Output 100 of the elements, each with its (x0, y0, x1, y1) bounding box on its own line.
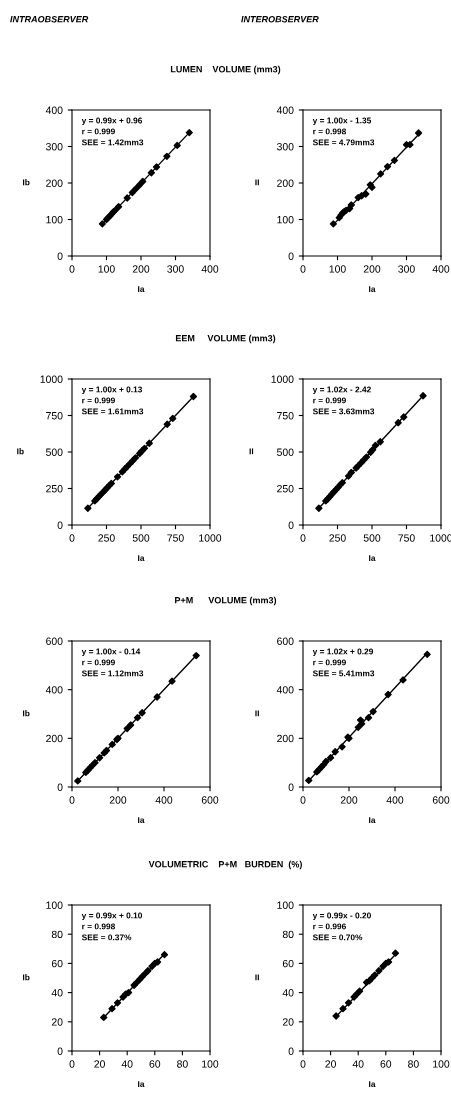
y-tick-label: 0 (288, 521, 294, 529)
chart-subtitle: EEM VOLUME (mm3) (175, 334, 276, 344)
y-tick-label: 500 (46, 448, 63, 456)
annotation: y = 0.99x + 0.10 (81, 912, 143, 921)
x-tick-label: 400 (432, 265, 450, 273)
y-tick-label: 60 (51, 959, 63, 968)
y-tick-label: 200 (277, 179, 294, 187)
x-tick-label: 400 (201, 265, 219, 273)
x-tick-label: 60 (380, 1060, 392, 1068)
y-tick-label: 500 (277, 448, 294, 456)
chart-subtitle: VOLUMETRIC P+M BURDEN (%) (148, 860, 302, 870)
x-tick-label: 0 (69, 265, 75, 273)
x-tick-label: 100 (202, 1060, 219, 1068)
chart-subtitle: P+M VOLUME (mm3) (175, 596, 277, 606)
annotation: y = 1.00x - 1.35 (312, 117, 372, 126)
annotation: r = 0.999 (82, 397, 115, 404)
y-tick-label: 400 (276, 686, 294, 694)
y-tick-label: 100 (46, 216, 63, 224)
x-tick-label: 750 (398, 534, 415, 542)
x-tick-label: 200 (132, 265, 150, 273)
annotation: r = 0.998 (82, 923, 115, 930)
x-tick-label: 0 (300, 796, 306, 804)
x-tick-label: 60 (149, 1060, 161, 1068)
x-tick-label: 0 (300, 1060, 306, 1068)
annotation: r = 0.996 (313, 923, 346, 930)
y-axis-title: II (249, 448, 254, 455)
x-tick-label: 0 (69, 534, 75, 542)
annotation: SEE = 4.79mm3 (312, 139, 375, 146)
y-tick-label: 0 (288, 783, 294, 791)
annotation: SEE = 1.42mm3 (81, 139, 144, 146)
y-tick-label: 20 (282, 1018, 294, 1026)
x-tick-label: 80 (177, 1060, 188, 1068)
x-tick-label: 0 (300, 534, 306, 542)
x-tick-label: 0 (69, 796, 75, 804)
annotation: y = 1.00x + 0.13 (81, 386, 143, 395)
annotation: SEE = 0.70% (312, 934, 363, 941)
annotation: SEE = 1.12mm3 (81, 670, 144, 677)
y-tick-label: 0 (288, 252, 294, 260)
annotation: r = 0.999 (82, 659, 115, 666)
x-tick-label: 300 (167, 265, 184, 273)
y-tick-label: 200 (46, 179, 63, 187)
y-tick-label: 1000 (40, 375, 63, 383)
y-tick-label: 80 (282, 930, 294, 939)
x-tick-label: 80 (408, 1060, 419, 1068)
y-tick-label: 40 (282, 989, 294, 997)
y-tick-label: 0 (57, 252, 63, 260)
x-tick-label: 200 (340, 796, 358, 804)
x-axis-title: Ia (369, 286, 376, 292)
y-tick-label: 750 (277, 412, 294, 420)
y-tick-label: 1000 (271, 375, 294, 383)
y-tick-label: 20 (51, 1018, 63, 1026)
y-tick-label: 0 (57, 783, 63, 791)
y-tick-label: 250 (46, 485, 63, 493)
y-axis-title: Ib (17, 448, 24, 455)
y-tick-label: 60 (282, 959, 294, 968)
y-axis-title: II (255, 179, 259, 186)
y-tick-label: 0 (57, 521, 63, 529)
annotation: r = 0.998 (313, 128, 346, 135)
annotation: y = 1.02x - 2.42 (312, 386, 371, 395)
x-tick-label: 250 (98, 534, 115, 542)
x-axis-title: Ia (138, 286, 145, 292)
annotation: y = 0.99x - 0.20 (312, 912, 371, 921)
x-tick-label: 600 (201, 796, 219, 804)
y-axis-title: II (255, 974, 259, 981)
annotation: SEE = 0.37% (81, 934, 132, 941)
chart-subtitle: LUMEN VOLUME (mm3) (170, 65, 281, 75)
y-tick-label: 200 (277, 734, 294, 743)
x-tick-label: 600 (432, 796, 450, 804)
x-tick-label: 20 (325, 1060, 336, 1068)
x-axis-title: Ia (138, 817, 145, 823)
y-tick-label: 400 (45, 686, 63, 694)
x-axis-title: Ia (138, 555, 145, 561)
x-tick-label: 400 (386, 796, 404, 804)
x-axis-title: Ia (369, 817, 376, 823)
x-tick-label: 200 (363, 265, 381, 273)
y-tick-label: 250 (277, 485, 294, 493)
y-tick-label: 400 (276, 106, 294, 114)
y-tick-label: 100 (277, 216, 294, 224)
y-tick-label: 600 (277, 637, 294, 645)
y-tick-label: 400 (45, 106, 63, 114)
x-tick-label: 500 (363, 534, 381, 542)
annotation: r = 0.999 (82, 128, 115, 135)
x-tick-label: 0 (300, 265, 306, 273)
y-tick-label: 0 (57, 1047, 63, 1055)
x-tick-label: 200 (109, 796, 127, 804)
x-tick-label: 40 (121, 1060, 133, 1068)
x-axis-title: Ia (138, 1081, 145, 1087)
y-tick-label: 600 (46, 637, 63, 645)
y-tick-label: 750 (46, 412, 63, 420)
x-axis-title: Ia (369, 555, 376, 561)
annotation: y = 0.99x + 0.96 (81, 117, 143, 126)
y-tick-label: 80 (51, 930, 63, 939)
y-tick-label: 300 (45, 143, 63, 151)
chart-title: INTRAOBSERVER (10, 16, 89, 23)
annotation: SEE = 5.41mm3 (312, 670, 375, 677)
y-axis-title: II (255, 710, 259, 717)
chart-title: INTEROBSERVER (241, 16, 319, 23)
annotation: y = 1.02x + 0.29 (312, 648, 374, 657)
x-tick-label: 100 (98, 265, 115, 273)
x-tick-label: 750 (167, 534, 184, 542)
